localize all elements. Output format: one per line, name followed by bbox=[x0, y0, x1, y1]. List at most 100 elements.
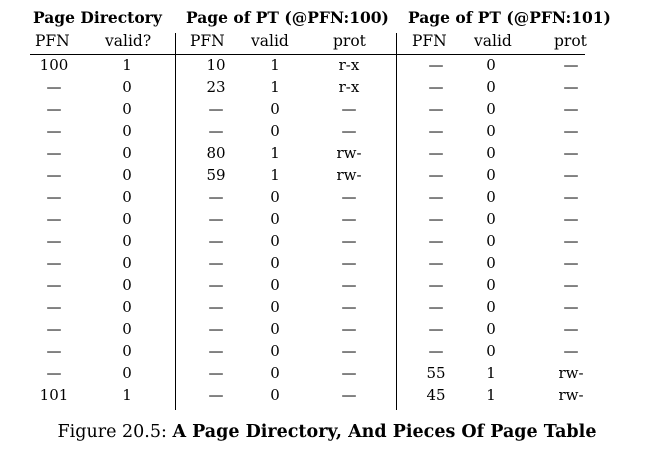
pt101-pfn-cell: — bbox=[428, 188, 444, 206]
pt100-pfn-cell: — bbox=[208, 210, 224, 228]
pt100-prot-cell: — bbox=[341, 298, 357, 316]
pt100-prot-cell: — bbox=[341, 122, 357, 140]
pt100-valid-cell: 0 bbox=[270, 320, 280, 338]
pt100-prot-cell: — bbox=[341, 276, 357, 294]
pt100-pfn-cell: — bbox=[208, 386, 224, 404]
pt101-header: Page of PT (@PFN:101) bbox=[408, 8, 611, 27]
pt100-prot-cell: — bbox=[341, 386, 357, 404]
pt100-prot-col-header: prot bbox=[333, 32, 366, 50]
pt101-prot-cell: — bbox=[563, 210, 579, 228]
pt100-valid-cell: 0 bbox=[270, 122, 280, 140]
pt100-pfn-cell: 23 bbox=[206, 78, 226, 96]
pd-pfn-cell: — bbox=[46, 298, 62, 316]
pd-pfn-cell: — bbox=[46, 342, 62, 360]
pt101-prot-col-header: prot bbox=[554, 32, 587, 50]
pt100-pfn-cell: 59 bbox=[206, 166, 226, 184]
pt100-prot-cell: — bbox=[341, 100, 357, 118]
caption-title: A Page Directory, And Pieces Of Page Tab… bbox=[172, 422, 597, 442]
pt101-prot-cell: rw- bbox=[558, 386, 584, 404]
pt100-pfn-cell: — bbox=[208, 232, 224, 250]
pd-valid-cell: 0 bbox=[122, 232, 132, 250]
pt101-valid-cell: 0 bbox=[486, 188, 496, 206]
pd-pfn-cell: — bbox=[46, 254, 62, 272]
pt101-prot-cell: — bbox=[563, 254, 579, 272]
pd-valid-cell: 0 bbox=[122, 188, 132, 206]
pd-pfn-cell: — bbox=[46, 100, 62, 118]
pt101-valid-cell: 0 bbox=[486, 122, 496, 140]
pd-valid-cell: 0 bbox=[122, 364, 132, 382]
pt100-prot-cell: rw- bbox=[336, 144, 362, 162]
pt101-prot-cell: — bbox=[563, 144, 579, 162]
pt100-prot-cell: — bbox=[341, 232, 357, 250]
pd-pfn-cell: — bbox=[46, 188, 62, 206]
pt101-pfn-cell: — bbox=[428, 100, 444, 118]
pd-valid-cell: 0 bbox=[122, 320, 132, 338]
pt101-pfn-cell: — bbox=[428, 342, 444, 360]
pd-pfn-cell: — bbox=[46, 232, 62, 250]
pt100-prot-cell: — bbox=[341, 342, 357, 360]
pt101-pfn-cell: — bbox=[428, 210, 444, 228]
pt101-pfn-cell: — bbox=[428, 144, 444, 162]
pt100-valid-cell: 0 bbox=[270, 232, 280, 250]
pt101-pfn-cell: — bbox=[428, 320, 444, 338]
pt101-pfn-cell: — bbox=[428, 276, 444, 294]
pt100-pfn-cell: — bbox=[208, 276, 224, 294]
pd-valid-cell: 0 bbox=[122, 210, 132, 228]
pt100-valid-cell: 0 bbox=[270, 254, 280, 272]
pt100-valid-cell: 1 bbox=[270, 144, 280, 162]
pt101-valid-cell: 0 bbox=[486, 232, 496, 250]
pd-pfn-cell: — bbox=[46, 122, 62, 140]
pd-valid-col-header: valid? bbox=[105, 32, 152, 50]
pt100-valid-cell: 0 bbox=[270, 100, 280, 118]
pt100-pfn-cell: — bbox=[208, 342, 224, 360]
pt100-pfn-cell: — bbox=[208, 188, 224, 206]
pt100-pfn-cell: — bbox=[208, 364, 224, 382]
pt100-prot-cell: — bbox=[341, 254, 357, 272]
pd-valid-cell: 0 bbox=[122, 144, 132, 162]
pt100-valid-cell: 0 bbox=[270, 364, 280, 382]
pd-pfn-cell: — bbox=[46, 320, 62, 338]
pd-valid-cell: 0 bbox=[122, 100, 132, 118]
pd-valid-cell: 0 bbox=[122, 298, 132, 316]
pd-pfn-cell: — bbox=[46, 78, 62, 96]
pt101-valid-cell: 1 bbox=[486, 364, 496, 382]
page-directory-header: Page Directory bbox=[33, 8, 162, 27]
pt101-valid-cell: 1 bbox=[486, 386, 496, 404]
pt100-pfn-col-header: PFN bbox=[190, 32, 225, 50]
pt101-valid-cell: 0 bbox=[486, 166, 496, 184]
pd-pfn-cell: — bbox=[46, 364, 62, 382]
pd-valid-cell: 0 bbox=[122, 276, 132, 294]
pt100-prot-cell: rw- bbox=[336, 166, 362, 184]
pd-valid-cell: 0 bbox=[122, 78, 132, 96]
pt100-pfn-cell: — bbox=[208, 298, 224, 316]
pt101-pfn-cell: — bbox=[428, 298, 444, 316]
pt101-prot-cell: — bbox=[563, 122, 579, 140]
pd-pfn-cell: — bbox=[46, 210, 62, 228]
pt101-valid-cell: 0 bbox=[486, 56, 496, 74]
divider-left bbox=[175, 33, 176, 410]
pt100-valid-cell: 0 bbox=[270, 276, 280, 294]
pt101-valid-cell: 0 bbox=[486, 298, 496, 316]
pd-valid-cell: 1 bbox=[122, 56, 132, 74]
pt100-valid-cell: 0 bbox=[270, 210, 280, 228]
pt100-prot-cell: r-x bbox=[338, 56, 360, 74]
pt100-prot-cell: r-x bbox=[338, 78, 360, 96]
pt101-valid-cell: 0 bbox=[486, 320, 496, 338]
pt101-pfn-cell: 45 bbox=[426, 386, 446, 404]
pt100-prot-cell: — bbox=[341, 364, 357, 382]
pt100-pfn-cell: — bbox=[208, 254, 224, 272]
pt101-pfn-col-header: PFN bbox=[412, 32, 447, 50]
pd-valid-cell: 1 bbox=[122, 386, 132, 404]
pd-pfn-cell: — bbox=[46, 276, 62, 294]
pt100-pfn-cell: — bbox=[208, 122, 224, 140]
pt101-valid-cell: 0 bbox=[486, 144, 496, 162]
pt100-prot-cell: — bbox=[341, 188, 357, 206]
pt101-pfn-cell: — bbox=[428, 78, 444, 96]
pd-valid-cell: 0 bbox=[122, 342, 132, 360]
pt100-prot-cell: — bbox=[341, 210, 357, 228]
pt101-prot-cell: — bbox=[563, 342, 579, 360]
pt101-prot-cell: — bbox=[563, 320, 579, 338]
pt101-prot-cell: — bbox=[563, 78, 579, 96]
pt100-pfn-cell: 80 bbox=[206, 144, 226, 162]
